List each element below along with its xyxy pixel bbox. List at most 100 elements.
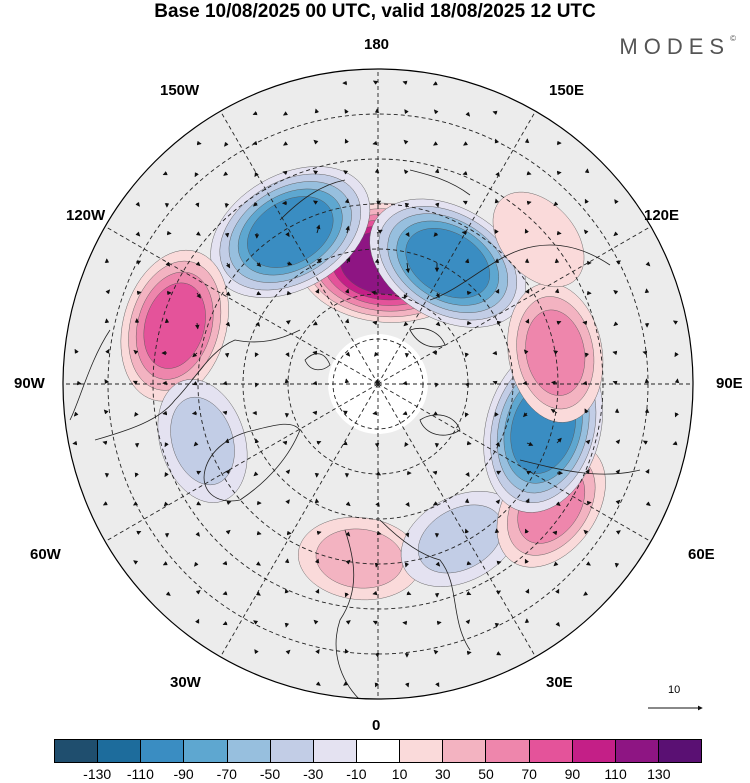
wind-vector xyxy=(556,170,562,176)
wind-vector xyxy=(254,352,259,358)
wind-vector xyxy=(371,290,378,295)
wind-vector xyxy=(342,410,348,415)
wind-vector xyxy=(226,500,232,506)
wind-vector xyxy=(224,438,230,444)
colorbar-swatch xyxy=(356,740,401,762)
wind-vector xyxy=(524,228,529,234)
wind-vector xyxy=(403,169,409,175)
wind-vector xyxy=(615,469,621,475)
wind-vector xyxy=(316,258,322,264)
colorbar-tick-label: 130 xyxy=(647,766,671,782)
meridian xyxy=(104,383,379,542)
wind-vector xyxy=(255,321,260,327)
wind-vector xyxy=(672,440,678,446)
wind-vector xyxy=(376,530,382,536)
meridian xyxy=(220,110,379,385)
wind-vector xyxy=(162,171,168,176)
wind-vector xyxy=(404,562,410,568)
wind-vector xyxy=(76,380,82,386)
wind-vector xyxy=(316,530,322,536)
wind-vector xyxy=(313,139,319,145)
wind-vector xyxy=(585,469,590,475)
wind-vector xyxy=(72,440,78,446)
wind-vector xyxy=(284,558,290,564)
wind-vector xyxy=(312,321,318,326)
wind-vector xyxy=(523,349,529,355)
lon-label-60w: 60W xyxy=(30,546,61,563)
wind-vector xyxy=(525,588,530,594)
wind-vector xyxy=(254,438,260,444)
wind-vector xyxy=(343,170,349,175)
copyright-mark: © xyxy=(730,34,736,43)
wind-vector xyxy=(372,140,378,146)
colorbar-swatch xyxy=(313,740,357,762)
modes-logo: MODES© xyxy=(619,34,736,60)
wind-vector xyxy=(225,529,231,535)
wind-vector xyxy=(162,561,168,566)
wind-vector xyxy=(583,529,589,535)
wind-vector xyxy=(133,349,139,355)
wind-vector xyxy=(465,619,471,625)
wind-vector xyxy=(582,320,588,326)
brand-text: MODES xyxy=(619,34,731,59)
anomaly-contour xyxy=(143,282,206,369)
wind-vector xyxy=(372,410,378,416)
wind-vector xyxy=(466,650,472,656)
wind-vector xyxy=(494,138,500,144)
reference-vector-label: 10 xyxy=(668,684,681,696)
wind-vector xyxy=(256,291,262,296)
wind-vector xyxy=(282,440,288,446)
wind-vector xyxy=(495,288,500,294)
wind-vector xyxy=(342,441,348,446)
wind-vector xyxy=(284,588,290,594)
wind-vector xyxy=(404,109,409,115)
wind-vector xyxy=(196,501,202,506)
wind-vector xyxy=(132,501,139,506)
wind-vector xyxy=(374,652,380,658)
wind-vector xyxy=(496,590,502,595)
wind-vector xyxy=(134,411,139,417)
wind-vector xyxy=(374,351,379,357)
wind-vector xyxy=(136,260,142,265)
colorbar-tick-label: -110 xyxy=(126,766,154,782)
wind-vector xyxy=(224,232,230,238)
wind-vector xyxy=(584,198,589,204)
wind-vector xyxy=(464,352,470,358)
meridian xyxy=(104,226,379,385)
wind-vector xyxy=(136,290,142,296)
wind-vector xyxy=(494,198,500,204)
wind-vector xyxy=(494,228,499,235)
wind-vector xyxy=(461,230,468,236)
wind-vector xyxy=(495,499,501,505)
wind-vector xyxy=(526,200,532,206)
wind-vector xyxy=(672,320,678,325)
wind-vector xyxy=(104,318,110,324)
wind-vector xyxy=(402,410,408,416)
meridian xyxy=(220,383,379,658)
wind-vector xyxy=(613,231,619,237)
wind-vector xyxy=(615,530,621,535)
colorbar-swatch xyxy=(55,740,99,762)
wind-vector xyxy=(165,591,171,596)
wind-vector xyxy=(132,380,138,385)
wind-vector xyxy=(523,412,528,418)
wind-vector xyxy=(136,530,142,535)
reference-vector-arrow xyxy=(648,705,703,711)
wind-vector xyxy=(195,618,200,624)
wind-vector xyxy=(550,408,558,414)
wind-vector xyxy=(433,649,439,655)
wind-vector xyxy=(462,170,468,176)
wind-vector xyxy=(284,622,290,628)
wind-vector xyxy=(165,261,171,267)
wind-vector xyxy=(254,172,259,178)
wind-vector xyxy=(105,289,111,295)
wind-vector xyxy=(285,320,291,325)
wind-vector xyxy=(346,257,351,264)
wind-vector xyxy=(496,560,502,566)
wind-vector xyxy=(282,170,288,176)
wind-vector xyxy=(344,648,349,654)
wind-vector xyxy=(254,382,260,388)
wind-vector xyxy=(374,442,380,448)
wind-vector xyxy=(525,498,530,504)
wind-vector xyxy=(432,470,438,476)
